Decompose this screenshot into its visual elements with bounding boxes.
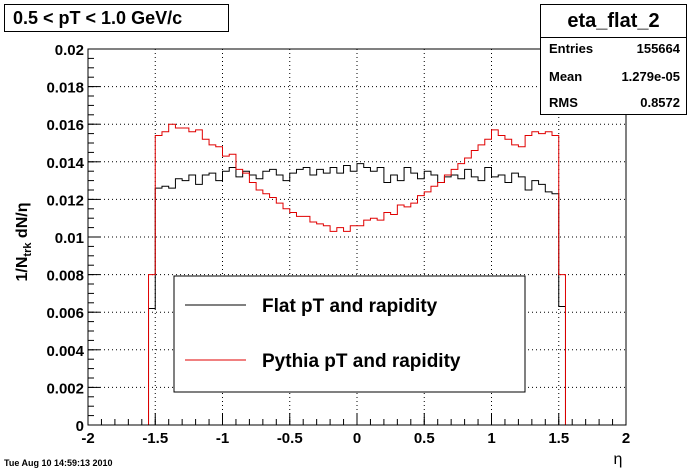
stats-key: Entries	[549, 41, 594, 56]
stats-value: 0.8572	[640, 95, 680, 110]
y-tick-label: 0.01	[55, 230, 84, 247]
x-tick-label: -1.5	[142, 430, 168, 447]
x-tick-label: 2	[622, 430, 630, 447]
y-tick-label: 0.014	[46, 155, 84, 172]
legend-label: Flat pT and rapidity	[262, 296, 438, 317]
title-box: 0.5 < pT < 1.0 GeV/c	[4, 4, 229, 32]
y-tick-label: 0.016	[46, 117, 84, 134]
y-tick-label: 0.006	[46, 305, 84, 322]
y-axis-label: 1/Ntrk dN/η	[14, 203, 34, 282]
legend-box	[173, 275, 526, 393]
x-tick-label: 0	[353, 430, 361, 447]
y-tick-label: 0.018	[46, 80, 84, 97]
x-tick-label: 1.5	[548, 430, 569, 447]
x-tick-label: -0.5	[277, 430, 303, 447]
legend: Flat pT and rapidity Pythia pT and rapidi…	[173, 275, 526, 393]
y-tick-label: 0.012	[46, 192, 84, 209]
x-axis-label: η	[614, 451, 623, 468]
axes: 0 0.002 0.004 0.006 0.008 0.01 0.012 0.014 0.016…	[46, 42, 630, 447]
stats-histogram-name: eta_flat_2	[541, 5, 686, 38]
stats-value: 155664	[636, 41, 680, 56]
x-tick-label: -1	[216, 430, 229, 447]
y-tick-label: 0.008	[46, 268, 84, 285]
y-tick-label: 0.004	[46, 343, 84, 360]
timestamp-footer: Tue Aug 10 14:59:13 2010	[4, 458, 113, 468]
stats-box: eta_flat_2 Entries 155664 Mean 1.279e-05…	[540, 4, 687, 115]
series-line-flat	[148, 163, 566, 425]
y-tick-label: 0	[76, 418, 84, 435]
stats-key: Mean	[549, 69, 583, 84]
x-tick-label: 1	[487, 430, 495, 447]
x-tick-label: -2	[81, 430, 94, 447]
y-tick-label: 0.02	[55, 42, 84, 59]
stats-value: 1.279e-05	[621, 69, 680, 84]
series-layer	[148, 123, 566, 425]
legend-label: Pythia pT and rapidity	[262, 351, 461, 372]
y-tick-label: 0.002	[46, 380, 84, 397]
stats-key: RMS	[549, 95, 578, 110]
series-line-pythia	[148, 123, 566, 425]
chart-title: 0.5 < pT < 1.0 GeV/c	[13, 8, 183, 28]
x-tick-label: 0.5	[414, 430, 435, 447]
